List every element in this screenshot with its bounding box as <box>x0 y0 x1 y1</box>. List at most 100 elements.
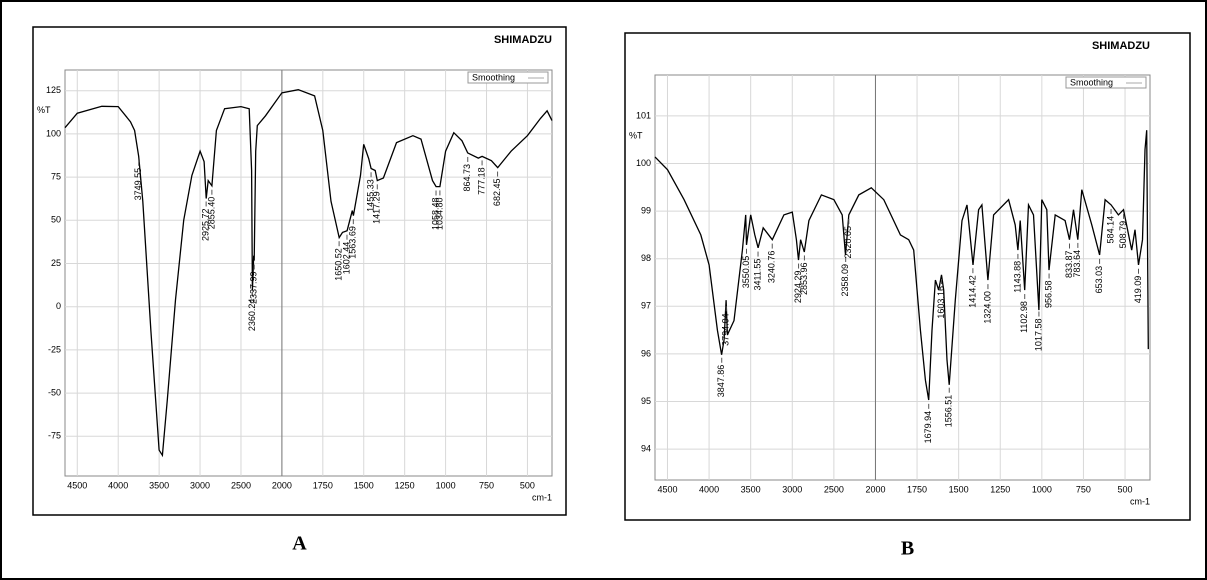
y-tick-label: 101 <box>636 110 651 120</box>
x-tick-label: 3000 <box>782 484 802 494</box>
x-tick-label: 1250 <box>395 480 415 490</box>
peak-label: 419.09 <box>1133 276 1143 304</box>
peak-label: 1417.29 <box>372 191 382 224</box>
peak-label: 2358.09 <box>840 264 850 297</box>
peak-label: 833.87 <box>1064 251 1074 279</box>
peak-label: 2320.05 <box>843 226 853 259</box>
peak-label: 3749.55 <box>133 168 143 201</box>
plot-area <box>654 74 1151 481</box>
x-tick-label: 4500 <box>657 484 677 494</box>
y-tick-label: 94 <box>641 443 651 453</box>
caption: B <box>901 538 914 560</box>
spectrum-line <box>654 130 1149 401</box>
x-axis-label: cm-1 <box>1130 496 1150 506</box>
peak-label: 1556.51 <box>944 395 954 428</box>
peak-label: 3550.05 <box>741 256 751 289</box>
peak-label: 2337.99 <box>249 272 259 305</box>
peak-label: 1455.33 <box>365 179 375 212</box>
peak-label: 3847.86 <box>716 365 726 398</box>
y-tick-label: 96 <box>641 348 651 358</box>
peak-label: 2853.96 <box>799 262 809 295</box>
peak-label: 864.73 <box>462 164 472 192</box>
x-tick-label: 1250 <box>990 484 1010 494</box>
y-tick-label: 97 <box>641 301 651 311</box>
peak-label: 1603.16 <box>936 286 946 319</box>
x-tick-label: 1500 <box>949 484 969 494</box>
peak-label: 508.79 <box>1118 221 1128 249</box>
peak-label: 1058.48 <box>430 197 440 230</box>
y-tick-label: 100 <box>636 158 651 168</box>
peak-label: 1650.52 <box>333 248 343 281</box>
x-tick-label: 1000 <box>436 480 456 490</box>
y-tick-label: 75 <box>51 171 61 181</box>
x-tick-label: 1750 <box>313 480 333 490</box>
y-tick-label: 25 <box>51 258 61 268</box>
brand: SHIMADZU <box>1092 40 1150 52</box>
peak-label: 3240.76 <box>767 251 777 284</box>
caption: A <box>292 533 307 555</box>
x-tick-label: 3000 <box>190 480 210 490</box>
x-tick-label: 3500 <box>741 484 761 494</box>
y-tick-label: -25 <box>48 344 61 354</box>
y-tick-label: -75 <box>48 431 61 441</box>
x-tick-label: 4000 <box>108 480 128 490</box>
peak-label: 682.45 <box>492 179 502 207</box>
y-axis-label: %T <box>37 105 51 115</box>
peak-label: 653.03 <box>1094 266 1104 294</box>
peak-label: 2924.29 <box>793 271 803 304</box>
legend-box <box>467 71 549 84</box>
peak-label: 1102.98 <box>1019 301 1029 333</box>
y-tick-label: 98 <box>641 253 651 263</box>
peak-label: 1034.80 <box>434 197 444 230</box>
x-tick-label: 750 <box>479 480 494 490</box>
y-tick-label: 99 <box>641 205 651 215</box>
peak-label: 956.58 <box>1043 280 1053 308</box>
x-tick-label: 4000 <box>699 484 719 494</box>
peak-label: 1017.58 <box>1033 319 1043 352</box>
x-tick-label: 3500 <box>149 480 169 490</box>
peak-label: 1602.44 <box>341 242 351 275</box>
peak-label: 2925.72 <box>201 208 211 241</box>
peak-label: 1679.94 <box>923 411 933 444</box>
x-axis-label: cm-1 <box>532 492 552 502</box>
x-tick-label: 2500 <box>824 484 844 494</box>
peak-label: 2855.40 <box>206 197 216 230</box>
y-tick-label: 0 <box>56 301 61 311</box>
peak-label: 584.14 <box>1105 216 1115 244</box>
frame <box>624 32 1191 521</box>
peak-label: 777.18 <box>476 167 486 195</box>
x-tick-label: 500 <box>520 480 535 490</box>
peak-label: 3794.04 <box>721 313 731 346</box>
brand: SHIMADZU <box>494 34 552 46</box>
y-tick-label: 100 <box>46 128 61 138</box>
x-tick-label: 1750 <box>907 484 927 494</box>
y-tick-label: 95 <box>641 396 651 406</box>
y-tick-label: -50 <box>48 387 61 397</box>
spectrum-line <box>64 89 553 458</box>
peak-label: 1414.42 <box>967 275 977 308</box>
x-tick-label: 1000 <box>1032 484 1052 494</box>
x-tick-label: 750 <box>1076 484 1091 494</box>
frame <box>32 26 567 516</box>
x-tick-label: 2500 <box>231 480 251 490</box>
y-tick-label: 50 <box>51 215 61 225</box>
x-tick-label: 4500 <box>67 480 87 490</box>
x-tick-label: 2000 <box>865 484 885 494</box>
legend-label: Smoothing <box>472 72 515 82</box>
plot-area <box>64 69 553 477</box>
x-tick-label: 2000 <box>272 480 292 490</box>
legend-box <box>1065 76 1147 89</box>
x-tick-label: 500 <box>1118 484 1133 494</box>
y-axis-label: %T <box>629 130 643 140</box>
legend-label: Smoothing <box>1070 77 1113 87</box>
peak-label: 783.64 <box>1072 250 1082 278</box>
y-tick-label: 125 <box>46 85 61 95</box>
x-tick-label: 1500 <box>354 480 374 490</box>
peak-label: 1143.88 <box>1012 261 1022 293</box>
peak-label: 1563.69 <box>348 226 358 259</box>
peak-label: 2360.24 <box>247 299 257 332</box>
peak-label: 3411.55 <box>752 259 762 291</box>
